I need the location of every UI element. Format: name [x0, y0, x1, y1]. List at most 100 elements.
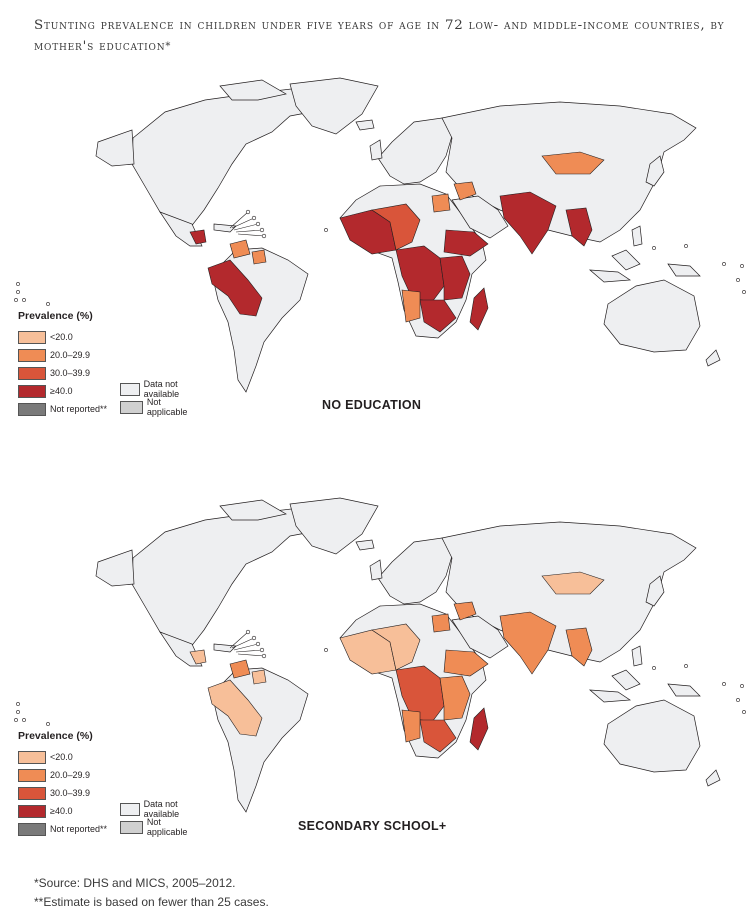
- arabia: [451, 195, 509, 239]
- arabia: [451, 615, 509, 659]
- legend-item: Not reported**: [18, 400, 107, 418]
- legend-item: Not reported**: [18, 820, 107, 838]
- region-central-america: [189, 649, 207, 665]
- region-south-asia: [499, 191, 557, 255]
- mexico: [159, 631, 203, 667]
- legend-label: ≥40.0: [50, 386, 73, 396]
- map-legend: Prevalence (%) <20.0 20.0–29.9 30.0–39.9 ≥4…: [18, 310, 187, 418]
- region-madagascar: [469, 287, 489, 331]
- indonesia-1: [588, 269, 632, 283]
- legend-item: <20.0: [18, 748, 107, 766]
- panel-label: NO EDUCATION: [322, 398, 422, 412]
- legend-item: Not applicable: [120, 397, 193, 417]
- philippines: [631, 225, 643, 247]
- legend-label: Not applicable: [146, 817, 188, 837]
- japan: [645, 155, 665, 187]
- europe: [377, 117, 453, 185]
- region-mongolia: [541, 571, 605, 595]
- region-caribbean-south: [229, 659, 251, 679]
- region-southern-africa: [419, 719, 457, 753]
- region-sahel: [371, 203, 421, 251]
- source-note: *Source: DHS and MICS, 2005–2012.: [34, 876, 236, 890]
- legend-swatch: [18, 750, 46, 764]
- legend-item: Data not available: [120, 379, 193, 399]
- alaska: [95, 549, 135, 587]
- new-zealand: [705, 349, 721, 367]
- region-andes: [207, 679, 263, 737]
- europe: [377, 537, 453, 605]
- map-panel-no-education: Prevalence (%) <20.0 20.0–29.9 30.0–39.9 ≥4…: [0, 60, 754, 450]
- legend-swatch: [18, 330, 46, 344]
- region-southwest-africa: [401, 709, 421, 743]
- legend-title: Prevalence (%): [18, 730, 93, 742]
- iceland: [355, 539, 375, 551]
- region-madagascar: [469, 707, 489, 751]
- chart-title-text: Stunting prevalence in children under fi…: [34, 18, 725, 54]
- legend-label: Data not available: [143, 379, 180, 399]
- papua: [667, 683, 701, 697]
- legend-items: <20.0 20.0–29.9 30.0–39.9 ≥40.0 Not reported…: [18, 748, 107, 838]
- legend-swatch: [18, 402, 46, 416]
- legend-items-secondary: Data not available Not applicable: [120, 799, 193, 837]
- legend-item: 20.0–29.9: [18, 766, 107, 784]
- region-east-africa: [439, 675, 471, 721]
- indonesia-1: [588, 689, 632, 703]
- cuba: [213, 643, 237, 653]
- map-legend: Prevalence (%) <20.0 20.0–29.9 30.0–39.9 ≥4…: [18, 730, 187, 838]
- region-mongolia: [541, 151, 605, 175]
- region-guyana: [251, 669, 267, 685]
- caribbean-callouts: [229, 211, 265, 237]
- great-britain: [369, 559, 383, 581]
- legend-label: 30.0–39.9: [50, 368, 91, 378]
- region-guyana: [251, 249, 267, 265]
- legend-item: 20.0–29.9: [18, 346, 107, 364]
- australia: [603, 699, 701, 773]
- legend-swatch: [18, 348, 46, 362]
- footnotes: *Source: DHS and MICS, 2005–2012. **Esti…: [34, 874, 269, 912]
- legend-label: Data not available: [143, 799, 180, 819]
- legend-swatch: [18, 768, 46, 782]
- iceland: [355, 119, 375, 131]
- cuba: [213, 223, 237, 233]
- alaska: [95, 129, 135, 167]
- region-egypt: [431, 613, 451, 633]
- australia: [603, 279, 701, 353]
- chart-title: Stunting prevalence in children under fi…: [34, 15, 734, 57]
- world-map: [14, 77, 746, 393]
- papua: [667, 263, 701, 277]
- indonesia-2: [611, 249, 641, 271]
- legend-item: 30.0–39.9: [18, 784, 107, 802]
- panel-label: SECONDARY SCHOOL+: [298, 819, 447, 833]
- legend-item: Data not available: [120, 799, 193, 819]
- legend-swatch: [120, 400, 143, 414]
- new-zealand: [705, 769, 721, 787]
- legend-swatch: [18, 804, 46, 818]
- region-central-africa: [395, 665, 445, 723]
- legend-label: Not reported**: [50, 404, 108, 414]
- legend-swatch: [18, 384, 46, 398]
- legend-label: 30.0–39.9: [50, 788, 91, 798]
- small-island-markers: [14, 209, 746, 306]
- map-panel-secondary-school: Prevalence (%) <20.0 20.0–29.9 30.0–39.9 ≥4…: [0, 480, 754, 870]
- legend-label: Not reported**: [50, 824, 108, 834]
- world-map: [14, 497, 746, 813]
- legend-label: <20.0: [50, 752, 73, 762]
- legend-items-secondary: Data not available Not applicable: [120, 379, 193, 417]
- indonesia-2: [611, 669, 641, 691]
- greenland: [289, 497, 379, 555]
- region-horn-africa: [443, 229, 489, 257]
- region-central-america: [189, 229, 207, 245]
- region-southwest-africa: [401, 289, 421, 323]
- legend-label: ≥40.0: [50, 806, 73, 816]
- mexico: [159, 211, 203, 247]
- arctic-islands: [219, 499, 287, 521]
- region-horn-africa: [443, 649, 489, 677]
- legend-swatch: [18, 786, 46, 800]
- legend-item: 30.0–39.9: [18, 364, 107, 382]
- region-sahel: [371, 623, 421, 671]
- legend-swatch: [120, 802, 140, 816]
- legend-swatch: [120, 382, 140, 396]
- legend-item: ≥40.0: [18, 802, 107, 820]
- legend-item: <20.0: [18, 328, 107, 346]
- region-egypt: [431, 193, 451, 213]
